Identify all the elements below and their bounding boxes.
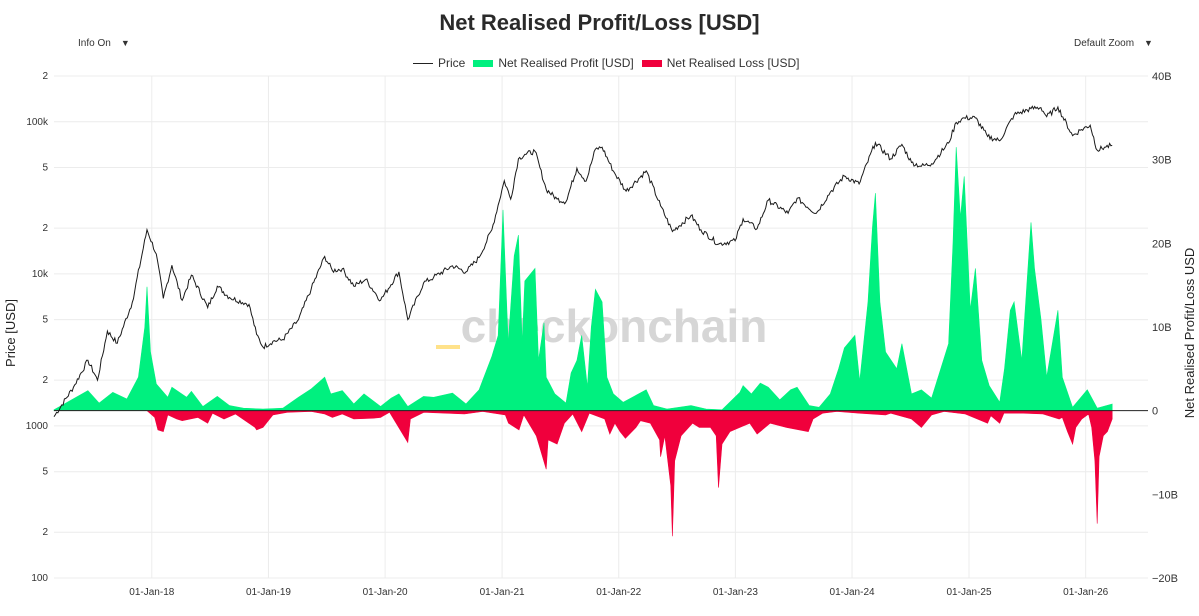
y-right-tick-label: −10B (1152, 489, 1178, 501)
y-left-tick-label: 10k (32, 269, 49, 280)
legend-label-loss: Net Realised Loss [USD] (666, 56, 800, 70)
y-left-tick-label: 5 (42, 163, 48, 174)
y-right-tick-label: 20B (1152, 238, 1172, 250)
profit-area (53, 147, 1113, 411)
chart-title: Net Realised Profit/Loss [USD] (439, 10, 760, 35)
legend-swatch-price (413, 62, 433, 64)
legend-item-loss[interactable]: Net Realised Loss [USD] (641, 56, 800, 70)
net-realised-areas (53, 147, 1148, 537)
x-tick-label: 01-Jan-22 (596, 587, 641, 598)
y-axis-right-label: Net Realised Profit/Loss USD (1182, 248, 1197, 419)
info-toggle-dropdown[interactable]: Info On ▼ (78, 38, 130, 49)
y-right-tick-label: 30B (1152, 155, 1172, 167)
x-tick-label: 01-Jan-23 (713, 587, 758, 598)
x-tick-label: 01-Jan-18 (129, 587, 174, 598)
loss-area (54, 410, 1113, 537)
chevron-down-icon: ▼ (1144, 38, 1153, 48)
y-left-tick-label: 2 (42, 223, 48, 234)
zoom-dropdown[interactable]: Default Zoom ▼ (1074, 38, 1153, 49)
y-left-tick-label: 2 (42, 527, 48, 538)
axis-ticks: 01-Jan-18 01-Jan-19 01-Jan-20 01-Jan-21 01-J… (26, 71, 1178, 598)
x-tick-label: 01-Jan-25 (947, 587, 992, 598)
x-tick-label: 01-Jan-26 (1063, 587, 1108, 598)
info-toggle-label: Info On (78, 38, 111, 49)
y-left-tick-label: 1000 (26, 421, 49, 432)
price-line (53, 105, 1113, 417)
legend: Price Net Realised Profit [USD] Net Real… (413, 56, 801, 70)
y-left-tick-label: 2 (42, 375, 48, 386)
legend-swatch-profit (473, 59, 494, 67)
x-tick-label: 01-Jan-24 (830, 587, 875, 598)
price-series (53, 105, 1113, 417)
x-tick-label: 01-Jan-19 (246, 587, 291, 598)
y-left-tick-label: 5 (42, 315, 48, 326)
y-axis-left-label: Price [USD] (3, 299, 18, 367)
y-left-tick-label: 5 (42, 467, 48, 478)
zoom-label: Default Zoom (1074, 38, 1135, 49)
y-left-tick-label: 2 (42, 71, 48, 82)
y-left-tick-label: 100 (31, 573, 48, 584)
y-right-tick-label: 0 (1152, 406, 1158, 418)
legend-item-price[interactable]: Price (413, 56, 465, 70)
legend-item-profit[interactable]: Net Realised Profit [USD] (473, 56, 634, 70)
x-tick-label: 01-Jan-21 (480, 587, 525, 598)
legend-swatch-loss (641, 59, 662, 67)
y-right-tick-label: −20B (1152, 573, 1178, 585)
y-left-tick-label: 100k (26, 117, 49, 128)
legend-label-profit: Net Realised Profit [USD] (498, 56, 634, 70)
legend-label-price: Price (438, 56, 466, 70)
x-tick-label: 01-Jan-20 (363, 587, 408, 598)
watermark-accent (436, 345, 460, 349)
y-right-tick-label: 40B (1152, 71, 1172, 83)
y-right-tick-label: 10B (1152, 322, 1172, 334)
chevron-down-icon: ▼ (120, 38, 130, 48)
